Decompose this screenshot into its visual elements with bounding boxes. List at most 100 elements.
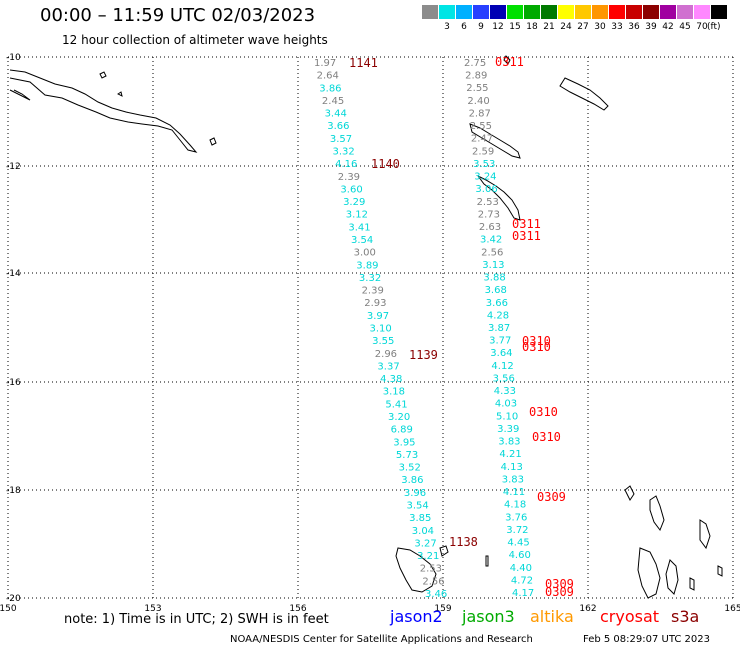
swh-value: 4.38 [380, 374, 402, 385]
swh-value: 3.57 [330, 134, 352, 145]
pass-labels: 1141114011391138031103110311031003100310… [349, 55, 574, 599]
pass-label: 0310 [522, 340, 551, 354]
swh-value: 5.10 [496, 411, 518, 422]
swh-value: 3.44 [325, 109, 347, 120]
swh-value: 3.00 [354, 248, 376, 259]
swh-value: 3.87 [488, 323, 510, 334]
coastline-choiseul [469, 123, 521, 159]
scale-swatch-16 [677, 5, 693, 19]
swh-value: 2.53 [420, 564, 442, 575]
axis-labels: -10 -12 -14 -16 -18 -20 150 153 156 159 … [0, 53, 740, 614]
swh-value: 3.89 [356, 260, 378, 271]
lon-label: 165 [724, 604, 740, 614]
swh-value: 3.13 [482, 260, 504, 271]
scale-swatch-13 [626, 5, 642, 19]
scale-swatch-6 [507, 5, 523, 19]
swh-value: 3.04 [412, 526, 434, 537]
page-subtitle: 12 hour collection of altimeter wave hei… [62, 33, 328, 47]
scale-swatch-10 [575, 5, 591, 19]
pass-label: 0310 [522, 334, 551, 348]
swh-value: 6.89 [391, 425, 413, 436]
lat-label: -14 [6, 269, 21, 279]
scale-swatch-2 [439, 5, 455, 19]
swh-value: 3.52 [399, 463, 421, 474]
swh-value: 3.06 [475, 184, 497, 195]
swh-value: 2.96 [375, 349, 397, 360]
swh-value: 3.68 [485, 285, 507, 296]
swh-value: 4.13 [501, 462, 523, 473]
legend-cryosat: cryosat [600, 607, 660, 626]
swh-value: 2.93 [364, 298, 386, 309]
swh-value: 2.47 [471, 134, 493, 145]
swh-value: 3.32 [359, 273, 381, 284]
scale-swatch-17 [694, 5, 710, 19]
coastline-islet [439, 545, 449, 557]
swh-value: 2.56 [422, 576, 444, 587]
lat-label: -12 [6, 162, 21, 172]
swh-value: 3.42 [480, 235, 502, 246]
swh-value: 4.21 [499, 449, 521, 460]
swh-value: 3.12 [346, 210, 368, 221]
scale-swatch-4 [473, 5, 489, 19]
swh-value: 3.85 [409, 513, 431, 524]
swh-value: 4.72 [511, 575, 533, 586]
swh-value: 3.83 [502, 474, 524, 485]
pass-label: 1141 [349, 56, 378, 70]
lat-label: -16 [6, 378, 21, 388]
scale-label: 70 [696, 22, 708, 32]
generated-timestamp: Feb 5 08:29:07 UTC 2023 [583, 634, 710, 645]
scale-swatch-8 [541, 5, 557, 19]
scale-swatch-18 [711, 5, 727, 19]
lon-label: 150 [0, 604, 17, 614]
swh-value: 2.53 [477, 197, 499, 208]
scale-label: 33 [611, 22, 623, 32]
page-title: 00:00 – 11:59 UTC 02/03/2023 [40, 5, 316, 26]
swh-value: 2.89 [465, 71, 487, 82]
swh-value: 2.64 [317, 71, 339, 82]
swh-value: 2.59 [472, 146, 494, 157]
scale-label: 12 [492, 22, 504, 32]
coastline-rennell [395, 547, 437, 593]
scale-swatch-5 [490, 5, 506, 19]
swh-value: 3.96 [404, 488, 426, 499]
swh-value: 3.64 [490, 348, 512, 359]
scale-label: 39 [645, 22, 657, 32]
legend-s3a: s3a [671, 607, 700, 626]
swh-value: 5.73 [396, 450, 418, 461]
swh-value: 3.21 [417, 551, 439, 562]
swh-value: 3.39 [497, 424, 519, 435]
graticule [7, 56, 734, 599]
footer-note: note: 1) Time is in UTC; 2) SWH is in fe… [64, 612, 329, 627]
scale-label: 36 [628, 22, 640, 32]
scale-label: 30 [594, 22, 606, 32]
swh-value: 4.18 [504, 500, 526, 511]
coastline-bougainville [559, 77, 609, 111]
wave-height-track-east: 2.752.892.552.402.872.552.472.593.533.24… [464, 58, 534, 599]
scale-label: 42 [662, 22, 674, 32]
swh-value: 3.83 [498, 437, 520, 448]
coastline-islet [717, 565, 723, 577]
swh-value: 4.03 [495, 399, 517, 410]
scale-swatch-14 [643, 5, 659, 19]
swh-value: 3.56 [493, 373, 515, 384]
scale-label: 15 [509, 22, 521, 32]
swh-value: 4.11 [503, 487, 525, 498]
scale-label: 21 [543, 22, 555, 32]
swh-value: 4.12 [491, 361, 513, 372]
coastlines [9, 55, 723, 599]
wave-height-track-west: 1.972.643.862.453.443.663.573.324.162.39… [314, 58, 447, 600]
swh-value: 3.77 [489, 336, 511, 347]
swh-value: 4.40 [510, 563, 532, 574]
swh-value: 3.27 [414, 538, 436, 549]
swh-value: 3.37 [377, 361, 399, 372]
swh-value: 2.39 [362, 286, 384, 297]
scale-swatch-3 [456, 5, 472, 19]
pass-label: 0311 [512, 217, 541, 231]
pass-label: 0309 [545, 585, 574, 599]
coastline-islet [503, 55, 511, 65]
lat-label: -20 [6, 594, 21, 604]
legend-jason2: jason2 [390, 607, 443, 626]
swh-value: 3.32 [333, 147, 355, 158]
swh-value: 3.41 [348, 222, 370, 233]
